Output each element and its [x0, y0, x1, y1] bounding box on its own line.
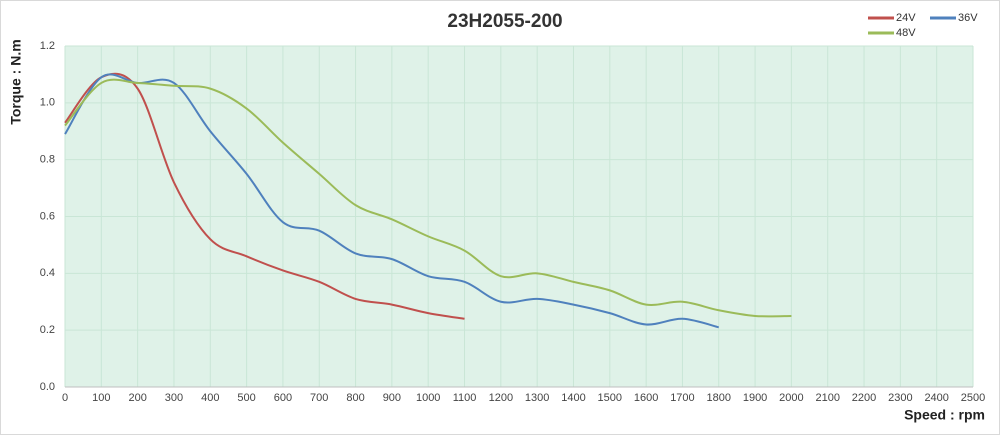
- x-tick-label: 1400: [561, 392, 585, 404]
- x-tick-label: 2200: [852, 392, 876, 404]
- series-line: [64, 72, 465, 320]
- x-tick-label: 0: [62, 392, 68, 404]
- x-tick-label: 1900: [743, 392, 767, 404]
- x-tick-label: 2400: [924, 392, 948, 404]
- x-tick-label: 1700: [670, 392, 694, 404]
- y-tick-label: 1.0: [40, 97, 55, 109]
- y-tick-label: 1.2: [40, 40, 55, 52]
- legend-label: 24V: [896, 12, 916, 24]
- x-tick-label: 300: [165, 392, 183, 404]
- y-tick-label: 0.4: [40, 267, 55, 279]
- x-tick-label: 2100: [815, 392, 839, 404]
- x-tick-label: 900: [383, 392, 401, 404]
- x-tick-label: 1600: [634, 392, 658, 404]
- x-tick-label: 1000: [416, 392, 440, 404]
- y-axis-label: Torque : N.m: [8, 39, 24, 124]
- series-line: [64, 78, 792, 318]
- legend-label: 48V: [896, 27, 916, 39]
- series-line: [64, 73, 720, 329]
- chart-title: 23H2055-200: [447, 11, 562, 32]
- x-tick-label: 600: [274, 392, 292, 404]
- x-axis-label: Speed : rpm: [904, 407, 985, 423]
- y-tick-label: 0.2: [40, 324, 55, 336]
- x-tick-label: 1100: [453, 392, 477, 404]
- y-tick-label: 0.6: [40, 210, 55, 222]
- x-tick-label: 2300: [888, 392, 912, 404]
- x-tick-label: 2500: [961, 392, 985, 404]
- x-tick-label: 100: [92, 392, 110, 404]
- x-tick-label: 800: [346, 392, 364, 404]
- y-tick-label: 0.0: [40, 381, 55, 393]
- x-tick-label: 1500: [598, 392, 622, 404]
- x-tick-label: 2000: [779, 392, 803, 404]
- x-tick-label: 200: [128, 392, 146, 404]
- x-tick-label: 1200: [489, 392, 513, 404]
- x-tick-label: 700: [310, 392, 328, 404]
- x-tick-label: 1300: [525, 392, 549, 404]
- y-tick-label: 0.8: [40, 154, 55, 166]
- legend-label: 36V: [958, 12, 978, 24]
- x-tick-label: 400: [201, 392, 219, 404]
- x-tick-label: 500: [237, 392, 255, 404]
- x-tick-label: 1800: [707, 392, 731, 404]
